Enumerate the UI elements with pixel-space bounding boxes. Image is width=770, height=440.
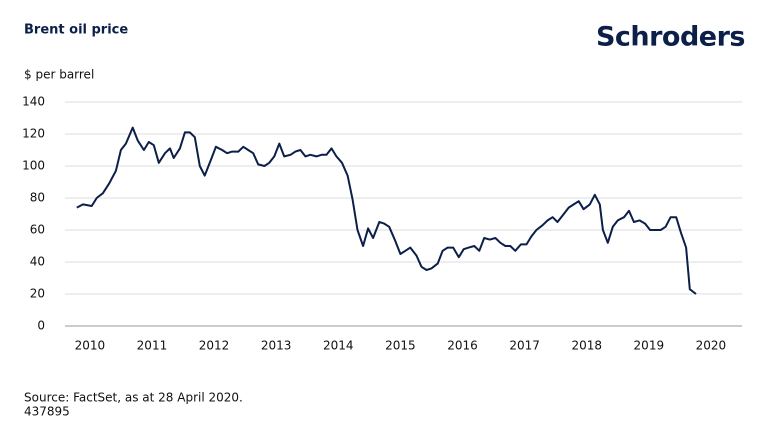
x-tick-label: 2012: [199, 339, 230, 353]
brand-logo: Schroders: [596, 22, 745, 53]
code-note: 437895: [24, 405, 70, 419]
y-tick-label: 120: [22, 127, 45, 141]
y-tick-label: 0: [37, 319, 45, 333]
source-note: Source: FactSet, as at 28 April 2020.: [24, 391, 243, 405]
x-tick-label: 2017: [509, 339, 540, 353]
x-tick-label: 2010: [75, 339, 106, 353]
x-tick-label: 2020: [696, 339, 727, 353]
y-tick-label: 140: [22, 95, 45, 109]
x-tick-label: 2013: [261, 339, 292, 353]
y-tick-label: 20: [30, 287, 45, 301]
x-tick-label: 2018: [571, 339, 602, 353]
y-tick-label: 60: [30, 223, 45, 237]
y-tick-label: 100: [22, 159, 45, 173]
x-tick-label: 2015: [385, 339, 416, 353]
y-tick-label: 40: [30, 255, 45, 269]
x-tick-label: 2011: [137, 339, 168, 353]
chart-title: Brent oil price: [24, 23, 128, 38]
y-axis-label: $ per barrel: [24, 68, 94, 82]
y-tick-label: 80: [30, 191, 45, 205]
x-tick-label: 2014: [323, 339, 354, 353]
price-line: [76, 126, 697, 295]
x-tick-label: 2016: [447, 339, 478, 353]
x-tick-label: 2019: [634, 339, 665, 353]
